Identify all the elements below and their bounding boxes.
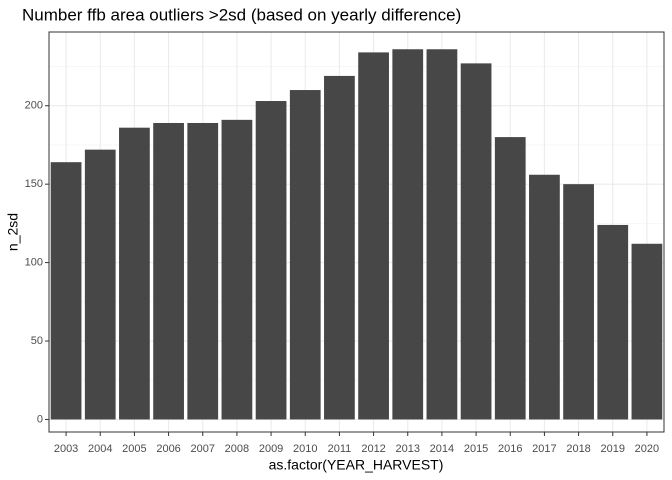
- x-tick-label: 2019: [601, 443, 625, 455]
- bar: [597, 224, 629, 420]
- x-tick-label: 2014: [430, 443, 454, 455]
- x-tick-label: 2015: [464, 443, 488, 455]
- bar: [84, 149, 116, 420]
- x-tick-label: 2018: [566, 443, 590, 455]
- y-axis-title: n_2sd: [5, 213, 21, 251]
- x-tick-label: 2011: [328, 443, 352, 455]
- bar: [494, 137, 526, 420]
- x-tick-label: 2017: [532, 443, 556, 455]
- y-tick-label: 200: [25, 100, 43, 112]
- bar: [221, 119, 253, 420]
- bar: [50, 162, 82, 420]
- x-tick-label: 2013: [396, 443, 420, 455]
- bar: [119, 127, 150, 420]
- chart-title: Number ffb area outliers >2sd (based on …: [22, 5, 461, 24]
- x-tick-label: 2020: [635, 443, 659, 455]
- x-axis-title: as.factor(YEAR_HARVEST): [269, 457, 444, 473]
- bar: [529, 174, 560, 420]
- bar: [392, 49, 424, 420]
- x-tick-label: 2003: [54, 443, 78, 455]
- x-tick-label: 2004: [88, 443, 112, 455]
- x-tick-label: 2007: [191, 443, 215, 455]
- x-tick-label: 2009: [259, 443, 283, 455]
- y-tick-label: 0: [37, 413, 43, 425]
- bar: [289, 90, 321, 420]
- bar: [426, 49, 458, 420]
- y-tick-label: 100: [25, 256, 43, 268]
- y-tick-label: 150: [25, 178, 43, 190]
- x-tick-label: 2008: [225, 443, 249, 455]
- panel-border: [48, 31, 665, 433]
- bar: [187, 122, 219, 420]
- x-tick-label: 2016: [498, 443, 522, 455]
- x-tick-label: 2006: [156, 443, 180, 455]
- bar: [563, 184, 594, 420]
- x-tick-label: 2012: [361, 443, 385, 455]
- x-tick-label: 2010: [293, 443, 317, 455]
- x-tick-label: 2005: [122, 443, 146, 455]
- bar: [358, 52, 389, 420]
- bar: [460, 63, 492, 420]
- bar: [324, 75, 355, 420]
- bar: [255, 101, 287, 420]
- bar: [153, 122, 184, 420]
- y-tick-label: 50: [31, 335, 43, 347]
- bar: [631, 243, 663, 420]
